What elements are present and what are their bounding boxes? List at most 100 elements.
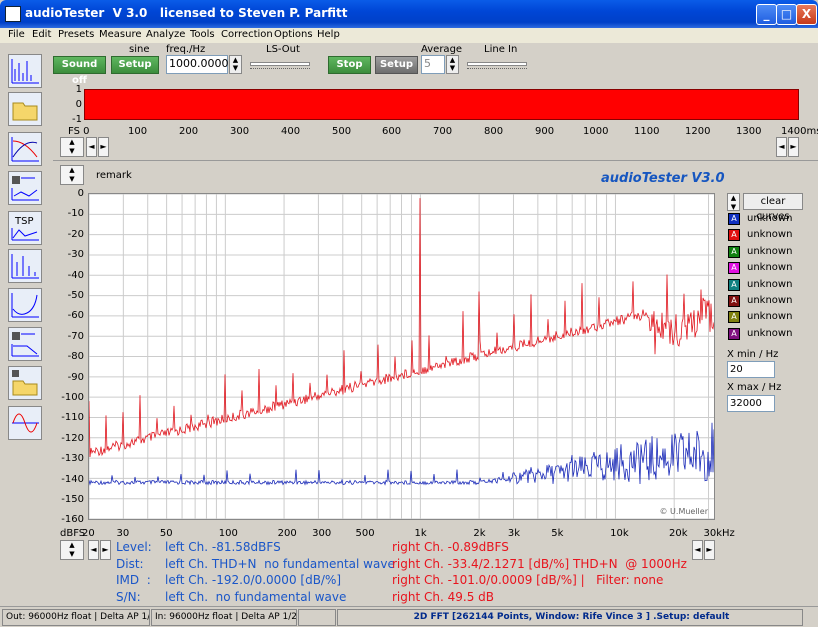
remark-spinner[interactable]: ▲ ▼ (60, 165, 84, 185)
legend-color-box[interactable]: A (728, 262, 740, 275)
ls-out-slider[interactable] (250, 56, 310, 74)
x-tick-label: 10k (610, 528, 629, 539)
scope-zoom-spinner[interactable]: ▲ ▼ (60, 137, 84, 157)
close-button[interactable]: X (796, 4, 817, 25)
legend-color-box[interactable]: A (728, 295, 740, 307)
legend-label: unknown (747, 278, 793, 290)
minimize-button[interactable]: _ (756, 4, 777, 25)
right-dist: right Ch. -33.4/2.1271 [dB/%] THD+N @ 10… (392, 557, 687, 571)
fft-plot[interactable]: © U.Mueller (88, 193, 715, 520)
menu-options[interactable]: Options (274, 29, 313, 40)
y-tick-label: -30 (67, 249, 84, 261)
legend-label: unknown (747, 245, 793, 257)
plot-scroll-right[interactable]: ► (100, 540, 111, 560)
scope-xtick: FS 0 (68, 126, 90, 137)
scope-xtick: 700 (433, 126, 453, 137)
plot-scroll-right-2[interactable]: ► (704, 540, 715, 560)
clear-curves-button[interactable]: clear curves (743, 193, 803, 222)
scope-xtick: 1300 (736, 126, 762, 137)
scope-ytick: -1 (72, 114, 82, 125)
filter-icon[interactable] (8, 327, 42, 361)
x-tick-label: 30kHz (703, 528, 735, 539)
legend-color-box[interactable]: A (728, 229, 740, 242)
y-zoom-spinner[interactable]: ▲ ▼ (60, 540, 84, 560)
ls-out-label: LS-Out (266, 44, 300, 55)
menu-file[interactable]: File (8, 29, 25, 40)
menu-correction[interactable]: Correction (221, 29, 273, 40)
y-tick-label: -50 (67, 290, 84, 301)
sound-off-button[interactable]: Sound off (53, 56, 106, 86)
legend-color-box[interactable]: A (728, 278, 740, 291)
average-input[interactable]: 5 (421, 55, 445, 74)
menu-help[interactable]: Help (317, 29, 340, 40)
folder-speaker-icon[interactable] (8, 366, 42, 400)
scope-xtick: 100 (128, 126, 148, 137)
x-tick-label: 50 (159, 528, 173, 539)
right-imd: right Ch. -101.0/0.0009 [dB/%] | Filter:… (392, 573, 664, 587)
speaker-measure-icon[interactable] (8, 171, 42, 205)
xmax-input[interactable]: 32000 (727, 395, 775, 412)
impedance-icon[interactable] (8, 288, 42, 322)
x-tick-label: 3k (507, 528, 520, 539)
tsp-icon[interactable]: TSP (8, 211, 42, 245)
line-in-slider[interactable] (467, 56, 527, 74)
x-tick-label: 200 (277, 528, 297, 539)
status-bar: Out: 96000Hz float | Delta AP 1/2 In: 96… (0, 606, 818, 627)
menu-measure[interactable]: Measure (99, 29, 142, 40)
left-sn: left Ch. no fundamental wave (165, 590, 347, 604)
xmin-input[interactable]: 20 (727, 361, 775, 378)
scope-xtick: 1000 (583, 126, 609, 137)
scope-xtick: 1100 (634, 126, 660, 137)
folder-open-icon[interactable] (8, 92, 42, 126)
imd-label: IMD : (116, 573, 151, 587)
scope-xtick: 200 (179, 126, 199, 137)
menu-tools[interactable]: Tools (190, 29, 215, 40)
spectrum-icon[interactable] (8, 54, 42, 88)
frequency-spinner[interactable]: ▲ ▼ (229, 55, 242, 74)
stop-button[interactable]: Stop (328, 56, 371, 74)
legend-color-box[interactable]: A (728, 311, 740, 324)
average-spinner[interactable]: ▲ ▼ (446, 55, 459, 74)
title-bar: audioTester V 3.0 licensed to Steven P. … (0, 0, 818, 28)
freq-label: freq./Hz (166, 44, 206, 55)
legend-color-box[interactable]: A (728, 213, 740, 225)
frequency-input[interactable]: 1000.0000 (166, 55, 229, 74)
y-tick-label: -90 (67, 371, 84, 383)
frequency-response-icon[interactable] (8, 132, 42, 166)
right-level: right Ch. -0.89dBFS (392, 540, 509, 554)
waveform-icon[interactable] (8, 406, 42, 440)
menu-presets[interactable]: Presets (58, 29, 95, 40)
legend-color-box[interactable]: A (728, 245, 740, 258)
legend-label: unknown (747, 229, 793, 241)
plot-scroll-left[interactable]: ◄ (88, 540, 99, 560)
legend-label: unknown (747, 327, 793, 339)
app-icon (5, 6, 21, 22)
scope-scroll-left-2[interactable]: ◄ (776, 137, 787, 157)
curves-spinner[interactable]: ▲ ▼ (727, 193, 740, 211)
maximize-button[interactable]: □ (776, 4, 797, 25)
window-title: audioTester V 3.0 licensed to Steven P. … (25, 6, 348, 20)
status-in: In: 96000Hz float | Delta AP 1/2 (151, 609, 297, 626)
plot-scroll-left-2[interactable]: ◄ (692, 540, 703, 560)
right-sn: right Ch. 49.5 dB (392, 590, 495, 604)
x-tick-label: 2k (473, 528, 486, 539)
y-tick-label: -140 (61, 473, 84, 485)
y-tick-label: -40 (67, 269, 84, 281)
scope-xtick: 1200 (685, 126, 711, 137)
toolbar: sine freq./Hz LS-Out Average Line In Sou… (53, 43, 818, 88)
scope-scroll-right[interactable]: ► (98, 137, 109, 157)
level-label: Level: (116, 540, 152, 554)
scope-scroll-left[interactable]: ◄ (86, 137, 97, 157)
scope-xtick: 300 (230, 126, 250, 137)
menu-edit[interactable]: Edit (32, 29, 52, 40)
menu-analyze[interactable]: Analyze (146, 29, 186, 40)
setup-analyzer-button[interactable]: Setup (375, 56, 418, 74)
fft-icon[interactable] (8, 249, 42, 283)
legend-color-box[interactable]: A (728, 327, 740, 340)
scope-scroll-right-2[interactable]: ► (788, 137, 799, 157)
sn-label: S/N: (116, 590, 141, 604)
left-dist: left Ch. THD+N no fundamental wave (165, 557, 395, 571)
brand-label: audioTester V3.0 (601, 171, 725, 186)
setup-generator-button[interactable]: Setup (111, 56, 159, 74)
menu-bar: File Edit Presets Measure Analyze Tools … (0, 28, 818, 43)
